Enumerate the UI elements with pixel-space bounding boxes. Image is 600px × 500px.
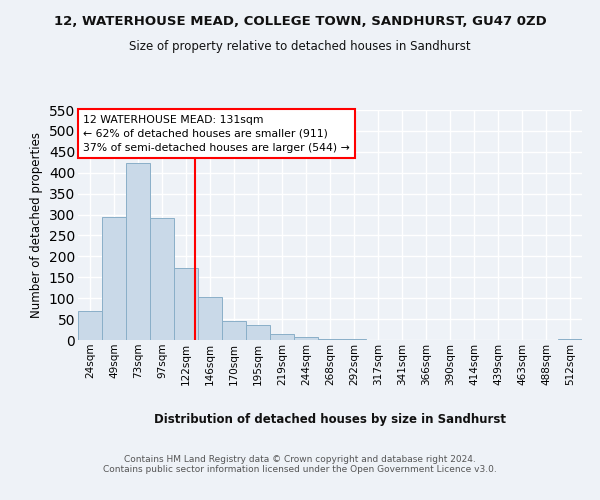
- Bar: [318, 338, 342, 340]
- Text: Distribution of detached houses by size in Sandhurst: Distribution of detached houses by size …: [154, 412, 506, 426]
- Text: Contains HM Land Registry data © Crown copyright and database right 2024.
Contai: Contains HM Land Registry data © Crown c…: [103, 455, 497, 474]
- Text: 12, WATERHOUSE MEAD, COLLEGE TOWN, SANDHURST, GU47 0ZD: 12, WATERHOUSE MEAD, COLLEGE TOWN, SANDH…: [53, 15, 547, 28]
- Text: Size of property relative to detached houses in Sandhurst: Size of property relative to detached ho…: [129, 40, 471, 53]
- Bar: [78, 310, 102, 340]
- Bar: [222, 321, 246, 340]
- Bar: [102, 218, 126, 340]
- Bar: [558, 338, 582, 340]
- Bar: [270, 334, 294, 340]
- Bar: [294, 337, 318, 340]
- Bar: [342, 339, 366, 340]
- Bar: [198, 296, 222, 340]
- Text: 12 WATERHOUSE MEAD: 131sqm
← 62% of detached houses are smaller (911)
37% of sem: 12 WATERHOUSE MEAD: 131sqm ← 62% of deta…: [83, 114, 350, 152]
- Bar: [150, 218, 174, 340]
- Bar: [174, 268, 198, 340]
- Y-axis label: Number of detached properties: Number of detached properties: [30, 132, 43, 318]
- Bar: [246, 324, 270, 340]
- Bar: [126, 162, 150, 340]
